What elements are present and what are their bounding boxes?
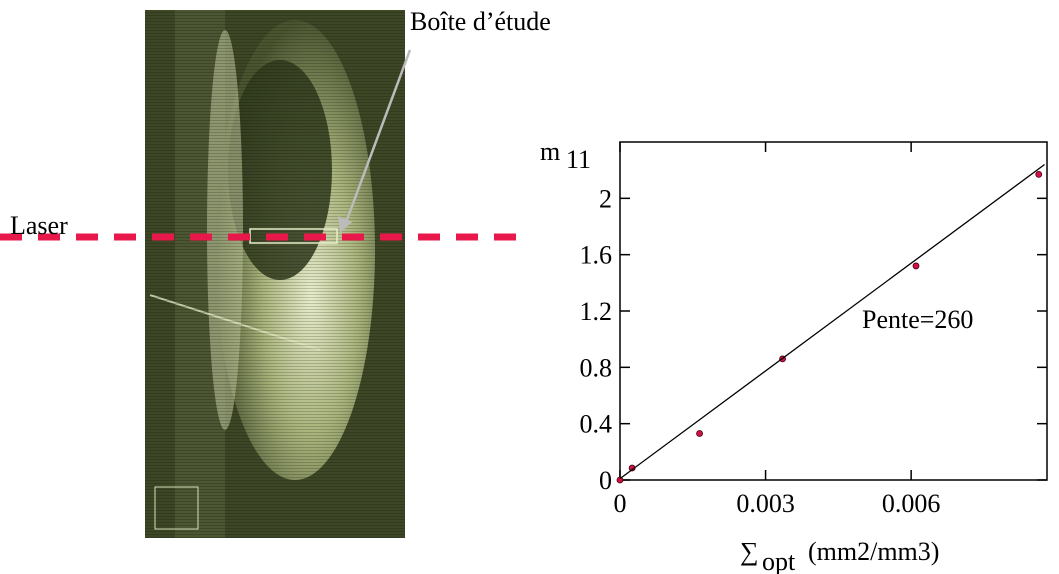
y-tick-label: 0	[599, 466, 612, 495]
chart: 0 0.4 0.8 1.2 1.6 2 0 0.003 0.006 m 11 ∑ opt (mm2/mm3…	[540, 137, 1048, 574]
x-tick-label: 0	[614, 489, 627, 518]
box-label: Boîte d’étude	[410, 7, 551, 36]
y-tick-label: 1.2	[580, 297, 613, 326]
plot-frame	[619, 141, 1048, 481]
y-label-sub: 11	[566, 145, 591, 174]
x-label-unit: (mm2/mm3)	[808, 537, 939, 566]
laser-label: Laser	[10, 211, 68, 240]
arrow	[343, 49, 412, 226]
point	[1035, 170, 1043, 178]
point	[696, 430, 703, 437]
photo	[145, 10, 405, 538]
point	[616, 476, 624, 484]
arrow-head	[338, 216, 352, 233]
x-tick-label: 0.003	[736, 489, 795, 518]
y-tick-label: 0.4	[580, 410, 613, 439]
y-tick-label: 2	[599, 184, 612, 213]
y-label: m	[540, 137, 560, 166]
x-tick-label: 0.006	[882, 489, 941, 518]
point	[912, 262, 920, 270]
y-tick-label: 0.8	[580, 353, 613, 382]
annotation: Pente=260	[862, 305, 973, 334]
x-label-sub: opt	[762, 547, 796, 574]
y-tick-label: 1.6	[580, 241, 613, 270]
x-label-symbol: ∑	[740, 537, 759, 566]
fit-line	[619, 164, 1045, 480]
